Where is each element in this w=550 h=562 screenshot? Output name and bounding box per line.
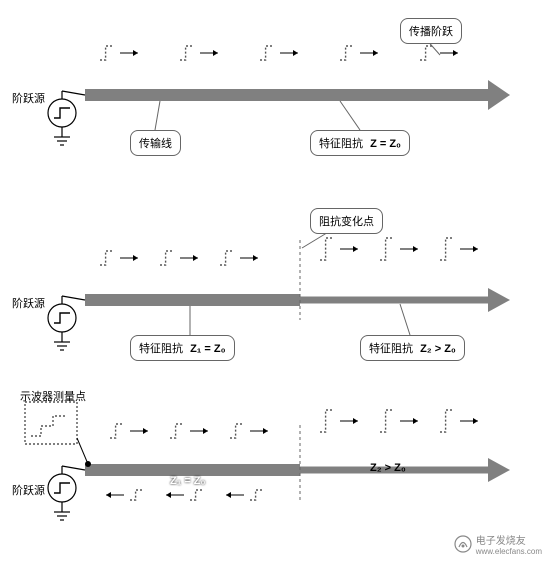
source-label-1: 阶跃源 [12,90,45,106]
callout-txline: 传输线 [130,130,181,156]
panel3-z2: Z₂ > Z₀ [370,462,406,474]
callout-propagation-text: 传播阶跃 [409,26,453,38]
z2-formula: Z₂ > Z₀ [420,343,456,355]
watermark: 电子发烧友 www.elecfans.com [454,532,542,556]
callout-propagation: 传播阶跃 [400,18,462,44]
callout-z2-text: 特征阻抗 [369,343,413,355]
callout-impedance: 特征阻抗 Z = Z₀ [310,130,410,156]
callout-txline-text: 传输线 [139,138,172,150]
watermark-text: 电子发烧友 [476,532,542,547]
source-label-3: 阶跃源 [12,482,45,498]
callout-z1: 特征阻抗 Z₁ = Z₀ [130,335,235,361]
z1-formula: Z₁ = Z₀ [190,343,225,355]
callout-impedance-text: 特征阻抗 [319,138,363,150]
callout-change-point-text: 阻抗变化点 [319,216,374,228]
source-label-2: 阶跃源 [12,295,45,311]
scope-label: 示波器测量点 [20,388,86,404]
callout-z1-text: 特征阻抗 [139,343,183,355]
panel3-z1: Z₁ = Z₀ [170,475,205,487]
z-formula-1: Z = Z₀ [370,138,401,150]
watermark-url: www.elecfans.com [476,547,542,556]
callout-z2: 特征阻抗 Z₂ > Z₀ [360,335,465,361]
callout-change-point: 阻抗变化点 [310,208,383,234]
